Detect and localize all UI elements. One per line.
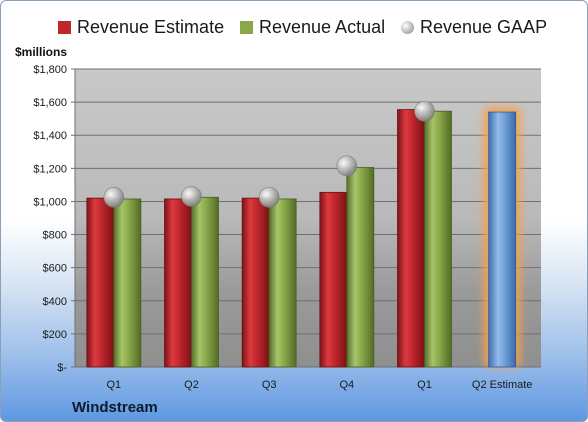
bar-revenue-actual — [191, 196, 219, 368]
y-tick-label: $400 — [43, 296, 67, 308]
legend: Revenue Estimate Revenue Actual Revenue … — [1, 13, 587, 41]
y-tick-label: $1,000 — [33, 196, 67, 208]
bar-revenue-estimate — [164, 198, 192, 368]
y-tick-label: $800 — [43, 230, 67, 242]
y-tick-label: $1,400 — [33, 130, 67, 142]
y-axis-label: $millions — [15, 45, 68, 59]
bar-revenue-estimate — [397, 109, 425, 368]
marker-revenue-gaap — [414, 100, 435, 122]
marker-revenue-gaap — [336, 155, 358, 177]
legend-label-revenue-estimate: Revenue Estimate — [77, 16, 225, 37]
y-tick-label: $600 — [43, 263, 67, 275]
y-tick-label: $1,800 — [33, 64, 67, 76]
company-name: Windstream — [72, 399, 158, 416]
bar-revenue-estimate — [86, 197, 115, 368]
y-tick-label: $200 — [43, 329, 67, 341]
legend-swatch-revenue-estimate — [58, 20, 71, 34]
legend-swatch-revenue-actual — [240, 20, 253, 34]
y-tick-label: $1,600 — [33, 97, 67, 109]
legend-swatch-revenue-gaap — [401, 20, 414, 34]
bar-revenue-actual — [346, 167, 375, 368]
x-tick-label: Q4 — [339, 379, 354, 391]
legend-item-revenue-estimate: Revenue Estimate — [58, 13, 224, 41]
x-tick-label: Q1 — [106, 379, 121, 391]
legend-item-revenue-actual: Revenue Actual — [240, 13, 385, 41]
legend-label-revenue-actual: Revenue Actual — [259, 16, 386, 37]
marker-revenue-gaap — [103, 187, 125, 208]
x-tick-label: Q1 — [417, 379, 432, 391]
bar-revenue-estimate — [241, 197, 270, 368]
x-tick-label: Q3 — [262, 379, 277, 391]
legend-label-revenue-gaap: Revenue GAAP — [420, 16, 548, 37]
bar-revenue-actual — [268, 198, 297, 368]
marker-revenue-gaap — [258, 187, 280, 208]
bar-revenue-estimate — [319, 191, 348, 368]
x-tick-label: Q2 Estimate — [472, 379, 533, 391]
bar-revenue-actual — [113, 198, 142, 368]
bar-revenue-actual — [424, 110, 452, 368]
x-tick-label: Q2 — [184, 379, 199, 391]
plot-area: $- $200 $400 $600 $800 $1,000 $1,200 $1,400 $1,6… — [33, 64, 541, 391]
marker-revenue-gaap — [181, 186, 202, 207]
y-tick-label: $- — [57, 362, 67, 374]
legend-item-revenue-gaap: Revenue GAAP — [401, 13, 547, 41]
plot-background — [75, 69, 541, 367]
forecast-bar — [488, 111, 517, 368]
y-tick-label: $1,200 — [33, 163, 67, 175]
